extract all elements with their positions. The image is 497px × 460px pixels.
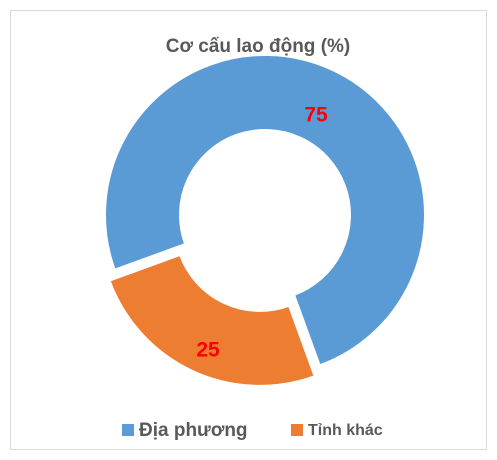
data-label: 25 — [196, 339, 220, 362]
donut-slice — [108, 253, 316, 387]
legend-swatch — [122, 424, 134, 436]
data-label: 75 — [304, 104, 328, 127]
donut-slice — [104, 54, 426, 367]
chart-title: Cơ cấu lao động (%) — [166, 36, 351, 57]
legend-label: Tỉnh khác — [308, 422, 383, 439]
legend-label: Địa phương — [139, 420, 248, 441]
legend-swatch — [291, 424, 303, 436]
